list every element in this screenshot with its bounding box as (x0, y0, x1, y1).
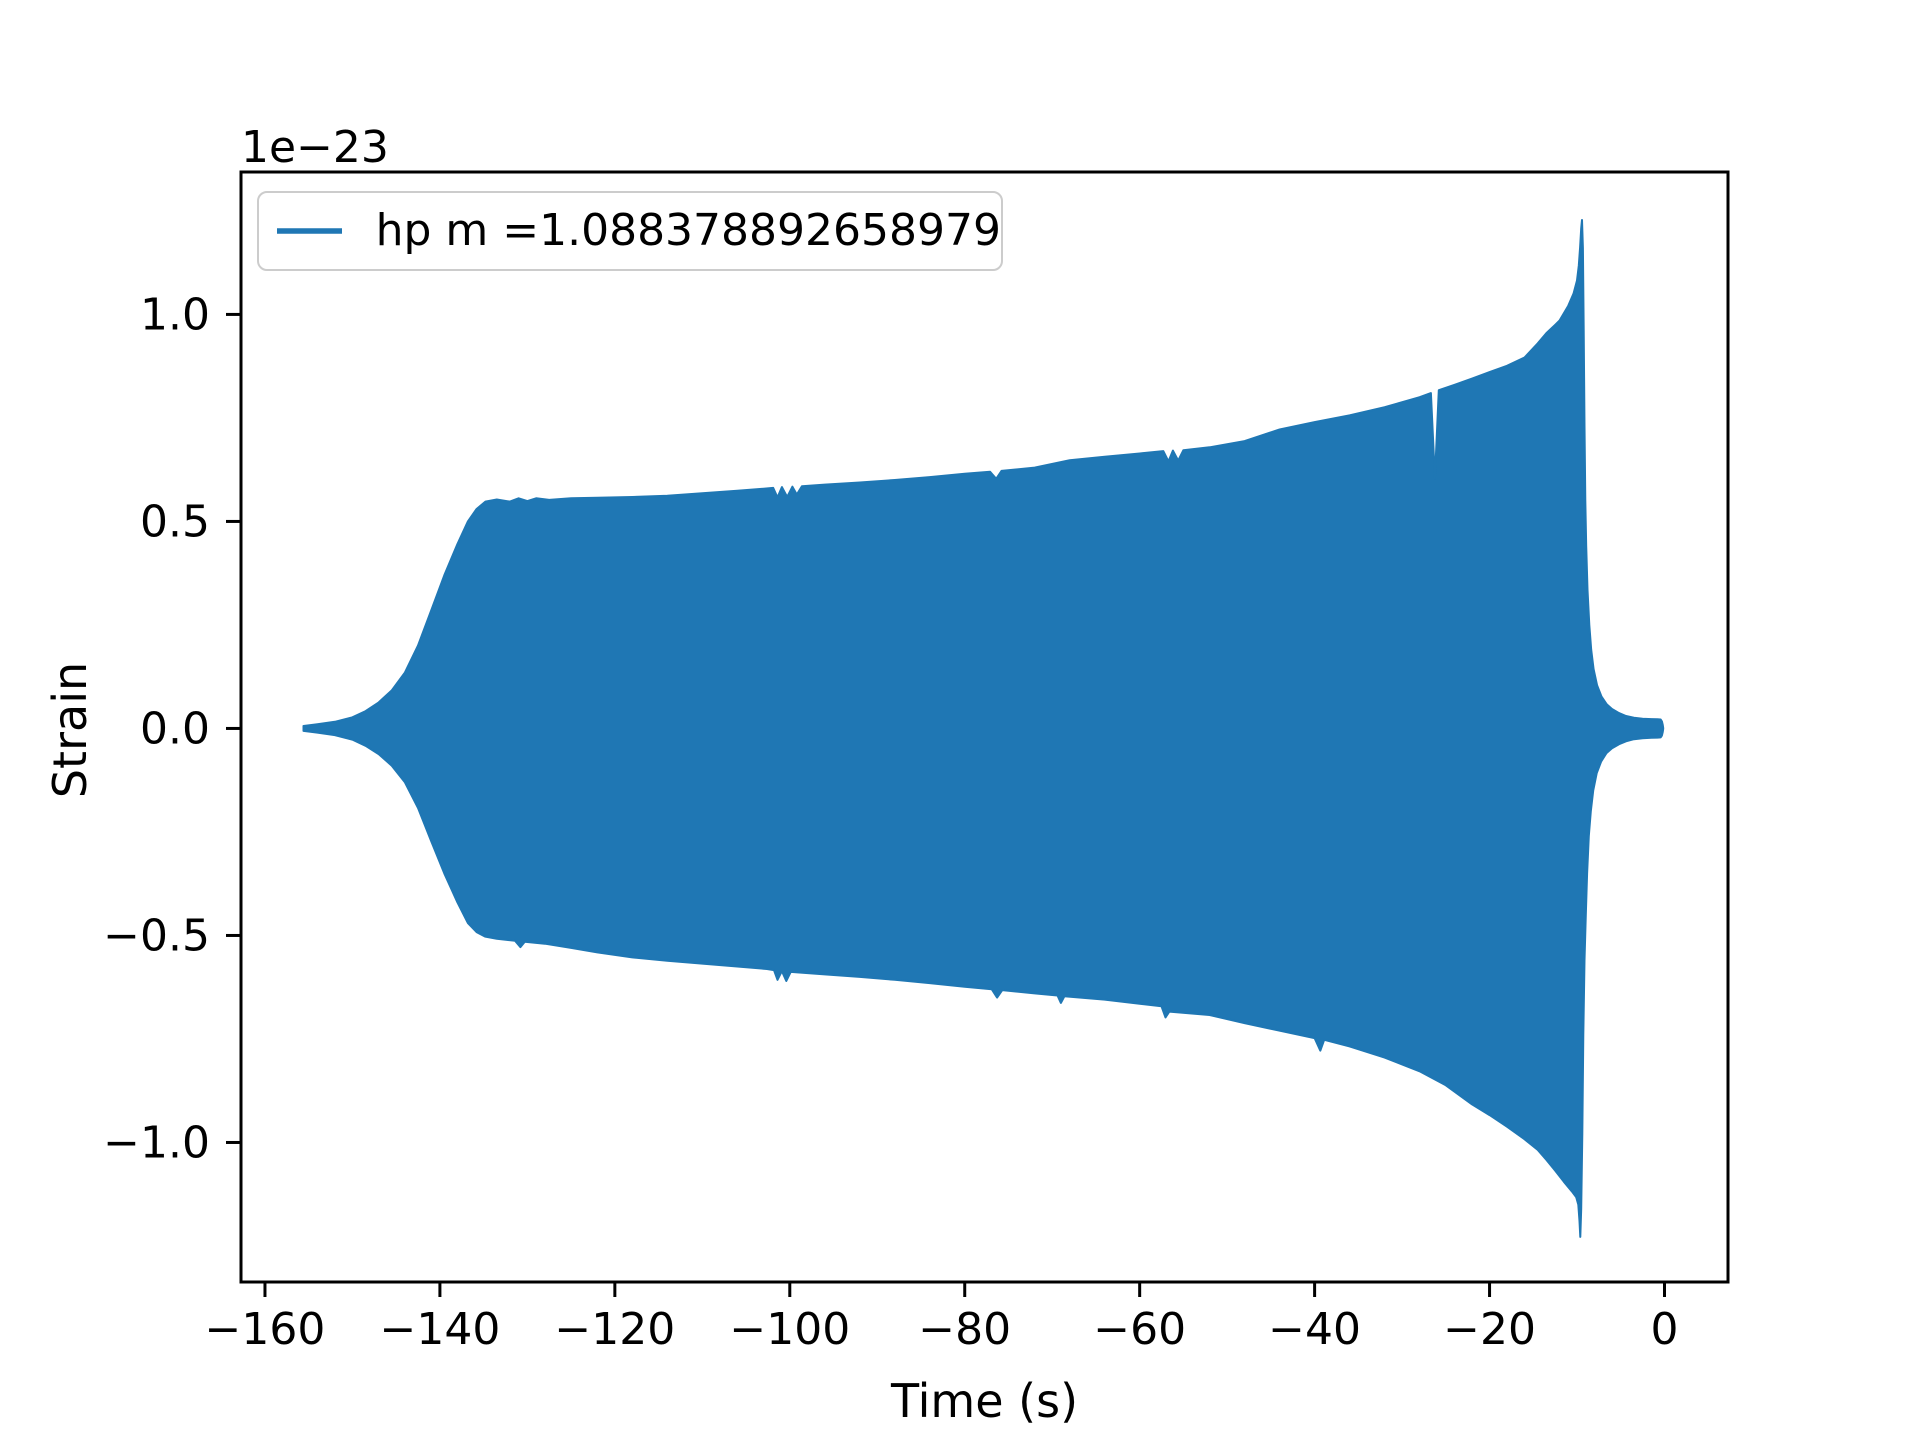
x-tick-label: −100 (729, 1304, 850, 1355)
y-axis-offset-text: 1e−23 (241, 122, 389, 173)
strain-waveform (302, 219, 1665, 1238)
legend-label: hp m =1.088378892658979 (375, 205, 1001, 256)
x-tick-label: −120 (554, 1304, 675, 1355)
x-tick-label: −140 (379, 1304, 500, 1355)
legend: hp m =1.088378892658979 (257, 191, 1003, 271)
y-axis-label: Strain (43, 661, 97, 799)
x-tick-label: −40 (1268, 1304, 1361, 1355)
x-tick-label: 0 (1650, 1304, 1678, 1355)
y-tick-label: −0.5 (103, 910, 210, 961)
y-tick-label: −1.0 (103, 1117, 210, 1168)
x-tick-label: −160 (205, 1304, 326, 1355)
x-tick-label: −20 (1443, 1304, 1536, 1355)
legend-line-icon (277, 228, 342, 234)
x-tick-label: −60 (1093, 1304, 1186, 1355)
x-tick-label: −80 (918, 1304, 1011, 1355)
y-tick-label: 0.5 (140, 496, 210, 547)
x-axis-label: Time (s) (890, 1374, 1079, 1428)
y-tick-label: 1.0 (140, 289, 210, 340)
y-tick-label: 0.0 (140, 703, 210, 754)
